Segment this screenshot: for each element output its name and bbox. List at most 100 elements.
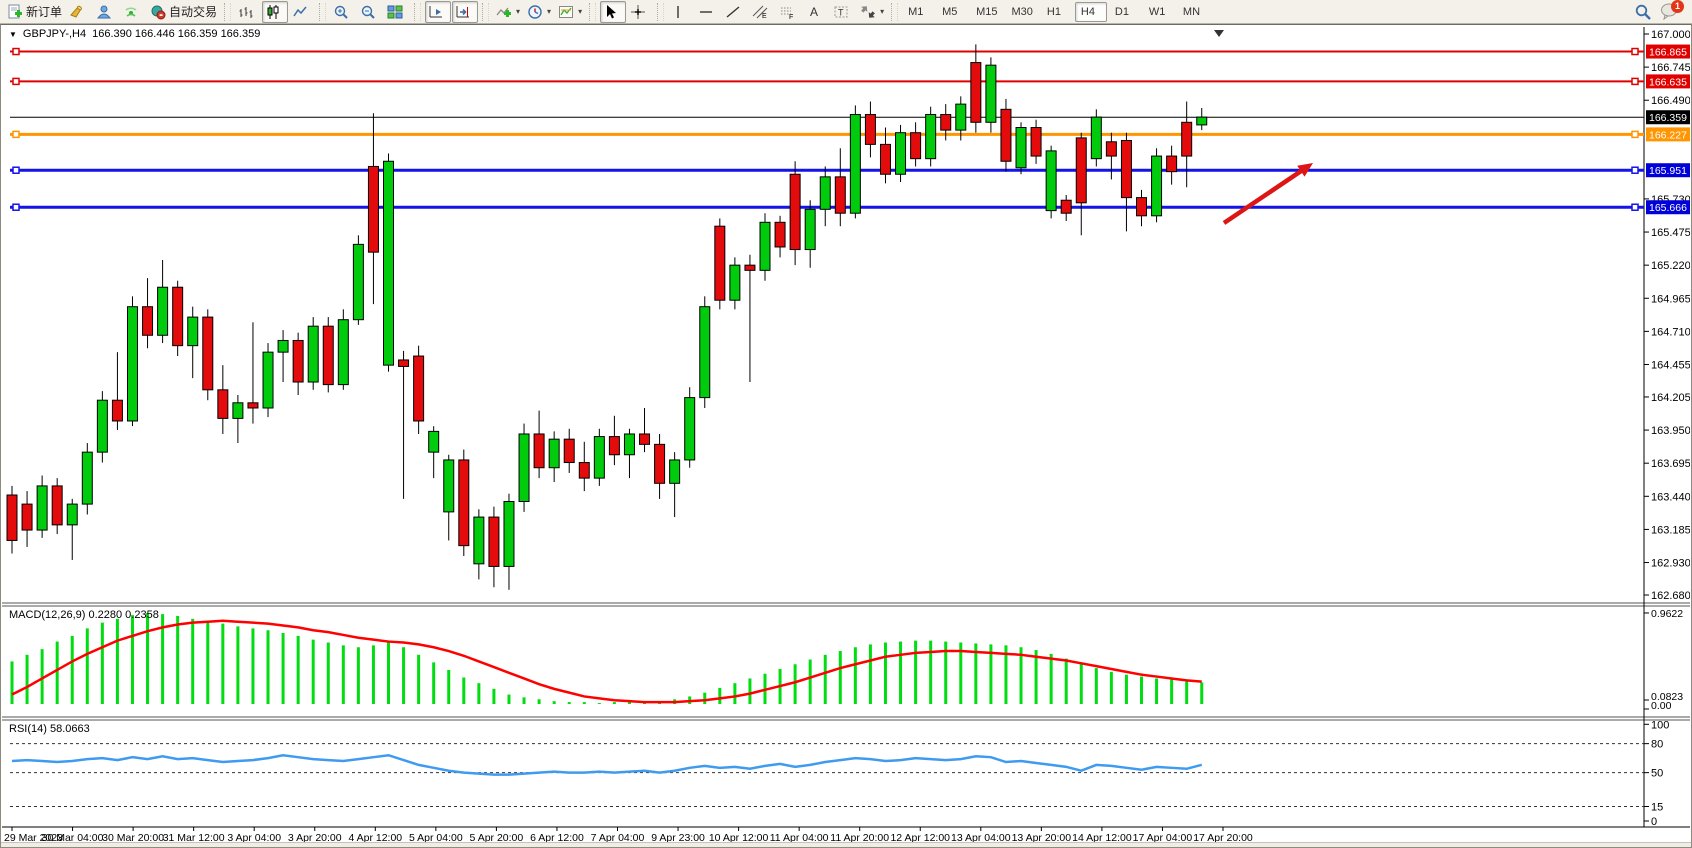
timeframe-h4[interactable]: H4 bbox=[1074, 1, 1107, 22]
cursor-button[interactable] bbox=[600, 0, 627, 23]
notifications-button[interactable]: 1 bbox=[1660, 0, 1684, 22]
timeframe-m1[interactable]: M1 bbox=[908, 5, 924, 18]
candle-body bbox=[940, 114, 952, 131]
fibonacci-button[interactable]: F bbox=[776, 1, 802, 23]
candle-body bbox=[608, 436, 620, 456]
candle-body bbox=[1120, 139, 1132, 199]
line-handle[interactable] bbox=[12, 130, 20, 139]
timeframe-mn[interactable]: MN bbox=[1182, 5, 1201, 18]
line-handle[interactable] bbox=[1631, 166, 1639, 174]
price-tick-label: 164.455 bbox=[1651, 359, 1690, 371]
line-handle[interactable] bbox=[1631, 203, 1639, 211]
candle-body bbox=[623, 433, 635, 456]
candle-body bbox=[849, 114, 861, 214]
line-handle[interactable] bbox=[1631, 77, 1639, 86]
candle-body bbox=[458, 459, 470, 547]
candle-body bbox=[1166, 155, 1178, 173]
candle-body bbox=[337, 319, 349, 386]
tile-windows-button[interactable] bbox=[384, 1, 410, 23]
cursor-icon bbox=[607, 4, 617, 18]
timeframe-d1[interactable]: D1 bbox=[1114, 5, 1129, 18]
candle-body bbox=[217, 389, 229, 419]
line-handle[interactable] bbox=[12, 47, 20, 56]
line-handle[interactable] bbox=[1631, 47, 1639, 56]
candle-body bbox=[292, 339, 304, 383]
candle-body bbox=[925, 114, 937, 160]
price-tick-label: 166.745 bbox=[1651, 62, 1690, 74]
horizontal-line-button[interactable] bbox=[695, 1, 721, 23]
crosshair-button[interactable] bbox=[627, 1, 653, 23]
line-handle[interactable] bbox=[12, 166, 20, 174]
candle-body bbox=[774, 221, 786, 248]
periods-button[interactable]: ▾ bbox=[524, 1, 554, 23]
equidistant-channel-button[interactable]: E bbox=[749, 1, 775, 23]
signals-button[interactable] bbox=[120, 1, 146, 23]
timeframe-m30[interactable]: M30 bbox=[1011, 5, 1033, 18]
candle-body bbox=[66, 503, 78, 526]
chart-shift-button[interactable] bbox=[452, 0, 479, 23]
line-handle[interactable] bbox=[12, 203, 20, 211]
time-tick-label: 31 Mar 12:00 bbox=[163, 832, 225, 844]
bar-chart-button[interactable] bbox=[235, 1, 261, 23]
trend-arrow-head[interactable] bbox=[1297, 163, 1313, 177]
toolbar-separator bbox=[414, 2, 422, 21]
price-tick-label: 167.000 bbox=[1651, 29, 1690, 41]
time-tick-label: 6 Apr 12:00 bbox=[530, 832, 584, 844]
candle-body bbox=[684, 397, 696, 461]
timeframe-m15[interactable]: M15 bbox=[976, 5, 998, 18]
new-order-button[interactable]: 新订单 bbox=[4, 1, 65, 23]
trend-arrow-line[interactable] bbox=[1222, 165, 1308, 225]
zoom-in-button[interactable] bbox=[330, 1, 356, 23]
time-tick-label: 30 Mar 20:00 bbox=[102, 832, 164, 844]
candle-body bbox=[503, 500, 515, 567]
timeframe-w1[interactable]: W1 bbox=[1148, 5, 1166, 18]
vertical-line-button[interactable] bbox=[668, 1, 694, 23]
candle-body bbox=[277, 339, 289, 353]
chart-shift-marker bbox=[1214, 30, 1224, 37]
line-handle[interactable] bbox=[1631, 130, 1639, 139]
candle-body bbox=[970, 62, 982, 123]
text-button[interactable]: A bbox=[803, 1, 829, 23]
candlestick-chart-button[interactable] bbox=[262, 0, 289, 23]
chart-title[interactable]: ▼ GBPJPY-,H4 166.390 166.446 166.359 166… bbox=[9, 28, 260, 40]
candle-body bbox=[142, 306, 154, 336]
time-tick-label: 17 Apr 04:00 bbox=[1133, 832, 1193, 844]
candle-body bbox=[563, 438, 575, 464]
candle-body bbox=[36, 485, 48, 531]
chart-menu-icon[interactable]: ▼ bbox=[9, 29, 17, 39]
templates-button[interactable]: ▾ bbox=[555, 1, 585, 23]
price-badge bbox=[1646, 200, 1690, 215]
candle-body bbox=[729, 264, 741, 301]
timeframe-m5[interactable]: M5 bbox=[942, 5, 958, 18]
indicators-icon bbox=[496, 7, 512, 17]
market-watch-button[interactable] bbox=[93, 1, 119, 23]
line-handle[interactable] bbox=[12, 77, 20, 86]
dropdown-caret: ▾ bbox=[516, 7, 521, 16]
timeframe-h1[interactable]: H1 bbox=[1046, 5, 1061, 18]
price-badge bbox=[1646, 74, 1690, 89]
arrows-icon bbox=[861, 5, 875, 18]
candle-body bbox=[111, 399, 123, 422]
candle-body bbox=[1060, 199, 1072, 214]
candle-body bbox=[714, 225, 726, 301]
line-chart-button[interactable] bbox=[289, 1, 315, 23]
candle-body bbox=[1015, 126, 1027, 169]
new-order-label: 新订单 bbox=[26, 5, 63, 19]
macd-axis-label: 0.0823 bbox=[1651, 691, 1683, 703]
rsi-axis-label: 100 bbox=[1651, 719, 1669, 731]
candle-body bbox=[383, 160, 394, 366]
macd-indicator-label: MACD(12,26,9) 0.2280 0.2358 bbox=[9, 609, 159, 621]
candle-body bbox=[1030, 126, 1042, 157]
trendline-button[interactable] bbox=[722, 1, 748, 23]
zoom-out-button[interactable] bbox=[357, 1, 383, 23]
sound-button[interactable] bbox=[66, 1, 92, 23]
autotrading-button[interactable]: 自动交易 bbox=[147, 1, 220, 23]
fibonacci-icon: F bbox=[781, 7, 793, 20]
indicators-button[interactable]: ▾ bbox=[493, 1, 523, 23]
arrows-button[interactable]: ▾ bbox=[857, 1, 887, 23]
auto-scroll-button[interactable] bbox=[425, 0, 452, 23]
price-badge-label: 166.635 bbox=[1649, 76, 1687, 88]
text-label-button[interactable]: T bbox=[830, 1, 856, 23]
search-icon[interactable] bbox=[1634, 3, 1652, 21]
chart-canvas[interactable]: 167.000166.745166.490165.730165.475165.2… bbox=[2, 27, 1690, 845]
